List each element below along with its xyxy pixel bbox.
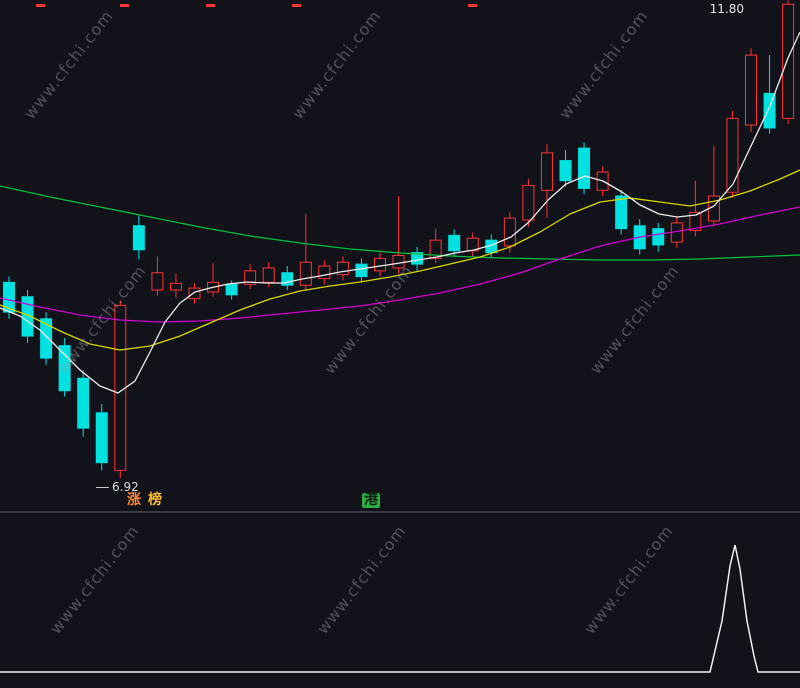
candle[interactable] [169,282,182,291]
candle[interactable] [503,217,516,247]
month-tick [206,4,215,7]
candle[interactable] [429,239,442,259]
candle[interactable] [522,185,535,221]
candle[interactable] [578,147,591,189]
month-tick [120,4,129,7]
candle[interactable] [132,225,145,251]
candlestick-chart[interactable] [0,0,800,512]
high-price-label: 11.80 [709,2,744,16]
month-tick [292,4,301,7]
candle[interactable] [540,152,553,191]
candle[interactable] [782,3,795,119]
candle[interactable] [299,261,312,286]
event-tag-gang[interactable]: 港 [362,492,380,508]
candle[interactable] [281,272,294,286]
event-tag-bang[interactable]: 榜 [148,492,162,508]
indicator-spike-line [0,544,800,673]
ma-green-line [0,185,800,261]
candle[interactable] [188,287,201,300]
candle[interactable] [559,160,572,182]
month-tick [36,4,45,7]
candle[interactable] [58,345,71,392]
candle[interactable] [336,261,349,276]
candle[interactable] [77,377,90,429]
indicator-chart[interactable] [0,513,800,688]
ma-yellow-line [0,169,800,351]
candle[interactable] [40,318,53,359]
candle[interactable] [392,255,405,269]
low-pointer-line [96,486,109,488]
candle[interactable] [262,267,275,283]
candle[interactable] [225,283,238,296]
candle[interactable] [615,195,628,230]
candle[interactable] [726,117,739,193]
event-tag-zhang[interactable]: 涨 [127,492,141,508]
panel-divider[interactable] [0,511,800,513]
candle[interactable] [745,54,757,126]
month-tick [468,4,477,7]
candle[interactable] [355,263,368,278]
ma-white-line [0,31,800,394]
candle[interactable] [448,234,461,252]
candle[interactable] [374,257,386,272]
candle[interactable] [652,228,665,246]
candle[interactable] [21,296,34,337]
candle[interactable] [318,265,331,280]
candle[interactable] [411,252,424,265]
candle[interactable] [114,304,127,471]
candle[interactable] [151,272,164,291]
candle[interactable] [244,270,257,285]
candle[interactable] [689,211,702,232]
low-price-text: 6.92 [112,480,139,494]
candle[interactable] [95,412,108,464]
candle[interactable] [763,92,776,129]
ma-magenta-line [0,206,800,323]
low-price-label: 6.92 [96,480,139,494]
